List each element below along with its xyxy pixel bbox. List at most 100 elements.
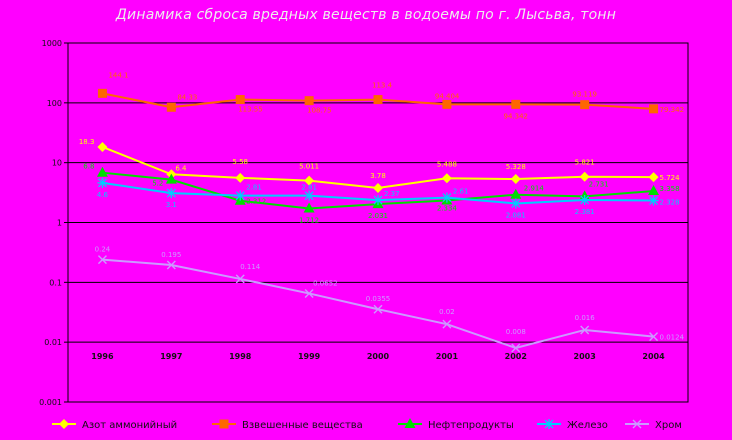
x-tick-label: 1998 bbox=[229, 352, 252, 361]
plot-border bbox=[67, 42, 689, 403]
marker-square bbox=[219, 419, 229, 429]
data-label: 6.4 bbox=[175, 164, 187, 172]
marker-star bbox=[97, 177, 108, 188]
series-line bbox=[102, 258, 654, 350]
legend-label: Хром bbox=[655, 420, 682, 431]
data-label: 5.328 bbox=[506, 163, 526, 171]
data-label: 2.37 bbox=[384, 190, 400, 198]
marker-star bbox=[235, 190, 246, 201]
marker-star bbox=[648, 195, 659, 206]
data-label: 2.328 bbox=[660, 199, 680, 207]
data-label: 5.011 bbox=[299, 163, 319, 171]
y-tick-label: 1 bbox=[57, 219, 62, 228]
data-label: 144.1 bbox=[108, 71, 128, 79]
marker-diamond bbox=[97, 141, 108, 152]
x-tick-label: 2001 bbox=[436, 352, 459, 361]
legend-label: Нефтепродукты bbox=[428, 420, 514, 431]
data-label: 5.821 bbox=[575, 159, 595, 167]
x-tick-label: 1996 bbox=[91, 352, 114, 361]
data-label: 0.0124 bbox=[660, 334, 685, 342]
marker-diamond bbox=[441, 173, 452, 184]
data-label: 4.6 bbox=[97, 191, 109, 199]
data-label: 0.0355 bbox=[366, 295, 391, 303]
data-label: 2.031 bbox=[368, 212, 388, 220]
data-label: 108.75 bbox=[307, 107, 332, 115]
data-label: 3.358 bbox=[660, 185, 680, 193]
data-label: 2.81 bbox=[246, 184, 262, 192]
data-label: 0.016 bbox=[575, 314, 596, 322]
marker-diamond bbox=[59, 419, 69, 429]
data-label: 2.312 bbox=[246, 198, 266, 206]
data-label: 2.334 bbox=[437, 204, 458, 212]
marker-diamond bbox=[235, 172, 246, 183]
chart-title: Динамика сброса вредных веществ в водоем… bbox=[115, 7, 617, 23]
x-tick-label: 2003 bbox=[574, 352, 596, 361]
data-label: 0.0652 bbox=[313, 279, 338, 287]
data-label: 0.114 bbox=[240, 263, 261, 271]
data-label: 2.731 bbox=[589, 180, 609, 188]
x-tick-label: 2002 bbox=[505, 352, 527, 361]
legend-label: Взвешенные вещества bbox=[242, 420, 363, 431]
data-label: 2.914 bbox=[524, 185, 545, 193]
data-label: 0.008 bbox=[506, 328, 526, 336]
x-tick-label: 1997 bbox=[160, 352, 182, 361]
marker-star bbox=[304, 190, 315, 201]
marker-star bbox=[373, 195, 383, 206]
marker-x bbox=[304, 288, 314, 298]
marker-triangle bbox=[648, 185, 660, 196]
marker-star bbox=[510, 198, 521, 209]
data-label: 3.1 bbox=[166, 201, 177, 209]
marker-star bbox=[441, 192, 452, 203]
data-label: 2.081 bbox=[506, 211, 526, 219]
marker-triangle bbox=[165, 173, 177, 184]
data-label: 0.24 bbox=[95, 246, 111, 254]
y-tick-label: 0.1 bbox=[49, 278, 62, 287]
data-label: 5.724 bbox=[660, 174, 681, 182]
y-tick-label: 0.01 bbox=[44, 338, 62, 347]
marker-diamond bbox=[510, 174, 521, 185]
data-label: 5.2 bbox=[152, 180, 163, 188]
x-tick-label: 2000 bbox=[367, 352, 390, 361]
marker-square bbox=[511, 99, 521, 109]
data-label: 84.33 bbox=[177, 93, 197, 101]
data-label: 5.488 bbox=[437, 160, 457, 168]
marker-square bbox=[166, 102, 176, 112]
marker-diamond bbox=[648, 172, 659, 183]
marker-x bbox=[166, 260, 176, 270]
marker-x bbox=[649, 332, 659, 342]
data-label: 0.195 bbox=[161, 251, 181, 259]
data-label: 94.342 bbox=[504, 112, 529, 120]
marker-square bbox=[373, 95, 383, 105]
data-label: 2.381 bbox=[575, 208, 595, 216]
marker-square bbox=[235, 95, 245, 105]
marker-square bbox=[442, 99, 452, 109]
data-label: 1.712 bbox=[299, 217, 319, 225]
y-tick-label: 10 bbox=[52, 159, 62, 168]
marker-x bbox=[235, 274, 245, 284]
marker-square bbox=[649, 104, 659, 114]
marker-x bbox=[511, 343, 521, 353]
x-tick-label: 2004 bbox=[642, 352, 665, 361]
data-label: 18.3 bbox=[79, 138, 95, 146]
data-label: 94.404 bbox=[435, 92, 460, 100]
marker-x bbox=[97, 255, 107, 265]
data-label: 2.81 bbox=[301, 184, 317, 192]
x-tick-label: 1999 bbox=[298, 352, 321, 361]
marker-diamond bbox=[579, 171, 590, 182]
marker-triangle bbox=[404, 418, 416, 428]
y-tick-label: 1000 bbox=[42, 39, 62, 48]
data-label: 93.119 bbox=[572, 91, 597, 99]
marker-square bbox=[304, 96, 314, 106]
data-label: 6.8 bbox=[83, 163, 94, 171]
legend-label: Азот аммонийный bbox=[82, 420, 177, 431]
data-label: 2.61 bbox=[453, 188, 469, 196]
marker-star bbox=[544, 419, 554, 429]
data-label: 79.342 bbox=[660, 106, 685, 114]
data-label: 5.58 bbox=[232, 158, 248, 166]
marker-x bbox=[442, 319, 452, 329]
data-label: 113.4 bbox=[372, 82, 393, 90]
y-tick-label: 100 bbox=[47, 99, 62, 108]
marker-x bbox=[580, 325, 590, 335]
